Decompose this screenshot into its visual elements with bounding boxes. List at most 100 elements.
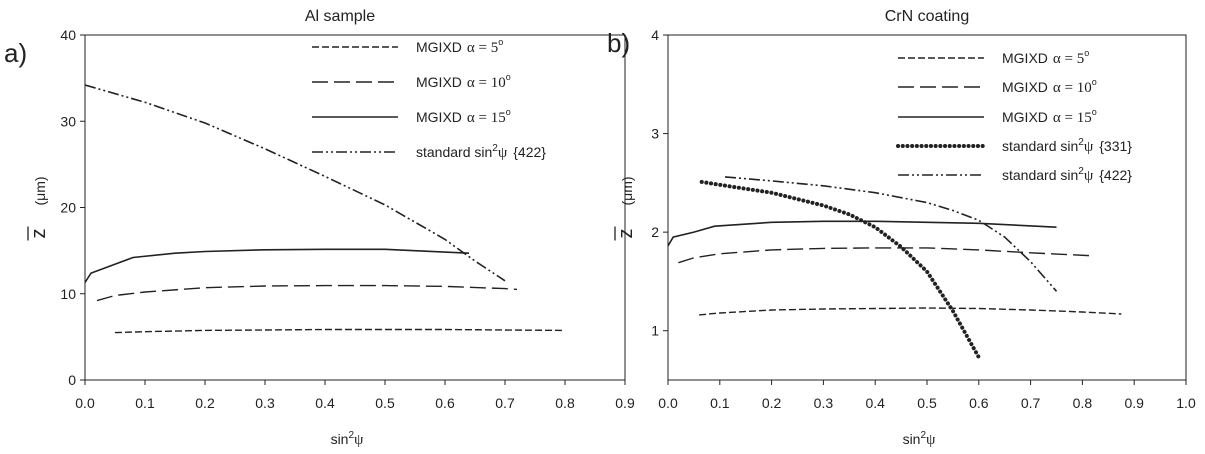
y-tick-label: 2 (651, 224, 659, 240)
x-tick-label: 0.9 (615, 395, 635, 411)
legend-degree: o (506, 107, 511, 117)
series-line (699, 179, 981, 360)
chart-panel-a: Al sample a) 0.0 0.1 0.2 0.3 0.4 0.5 0.6 0.7 0.8 0.… (4, 8, 635, 448)
y-tick-label: 20 (60, 200, 76, 216)
x-tick-label: 0.1 (135, 395, 155, 411)
legend-sup: 2 (1078, 166, 1084, 177)
x-tick-label: 0.8 (1073, 395, 1093, 411)
legend-sup: 2 (1078, 137, 1084, 148)
x-tick-label: 0.0 (658, 395, 678, 411)
series-line (84, 84, 506, 282)
series-line (96, 284, 518, 302)
y-tick-label: 3 (651, 126, 659, 142)
legend-name: MGIXD (1002, 109, 1048, 125)
legend-label: MGIXD α = 10o (416, 72, 511, 91)
x-tick-label: 1.0 (1176, 395, 1196, 411)
x-tick-label: 0.4 (315, 395, 335, 411)
legend-hkl: {422} (1099, 167, 1132, 183)
legend-alpha: α = 5 (1053, 51, 1084, 67)
legend-name: standard sin (416, 144, 492, 160)
chart-panel-b: CrN coating b) 0.0 0.1 0.2 0.3 0.4 0.5 0.6 0.7 0.8… (607, 8, 1196, 448)
legend-label: standard sin2ψ {422} (1002, 166, 1132, 184)
x-axis-label: sin2ψ (903, 430, 936, 448)
legend-degree: o (1084, 48, 1089, 58)
legend-greek: ψ (1084, 139, 1094, 155)
legend-alpha: α = 5 (467, 40, 498, 56)
legend-degree: o (506, 72, 511, 82)
legend-degree: o (498, 37, 503, 47)
x-tick-label: 0.7 (495, 395, 515, 411)
legend-degree: o (1092, 77, 1097, 87)
legend-label: MGIXD α = 5o (416, 37, 503, 56)
y-tick-label: 10 (60, 286, 76, 302)
y-axis-label: z (μm) (614, 176, 637, 241)
legend-hkl: {331} (1099, 138, 1132, 154)
legend-label: standard sin2ψ {331} (1002, 137, 1132, 155)
legend-label: standard sin2ψ {422} (416, 143, 546, 161)
legend-greek: ψ (498, 145, 508, 161)
series-line (114, 328, 563, 334)
x-tick-label: 0.0 (75, 395, 95, 411)
y-axis-unit: (μm) (619, 176, 635, 205)
legend-name: MGIXD (1002, 50, 1048, 66)
legend-label: MGIXD α = 15o (416, 107, 511, 126)
legend-degree: o (1092, 107, 1097, 117)
legend-alpha: α = 10 (1053, 80, 1092, 96)
y-tick-label: 1 (651, 323, 659, 339)
legend-label: MGIXD α = 15o (1002, 107, 1097, 126)
legend-hkl: {422} (513, 144, 546, 160)
x-tick-label: 0.4 (865, 395, 885, 411)
series-line (699, 307, 1122, 316)
x-tick-label: 0.3 (814, 395, 834, 411)
legend-sup: 2 (492, 143, 498, 154)
y-tick-label: 30 (60, 113, 76, 129)
legend-greek: ψ (1084, 168, 1094, 184)
legend-name: MGIXD (1002, 79, 1048, 95)
legend-name: MGIXD (416, 39, 462, 55)
x-axis-label: sin2ψ (331, 430, 364, 448)
legend-name: MGIXD (416, 74, 462, 90)
panel-label: a) (4, 38, 27, 68)
x-tick-label: 0.6 (435, 395, 455, 411)
legend-alpha: α = 10 (467, 75, 506, 91)
legend-name: standard sin (1002, 167, 1078, 183)
x-tick-label: 0.2 (762, 395, 782, 411)
y-axis-unit: (μm) (32, 176, 48, 205)
panel-label: b) (607, 28, 630, 58)
y-axis-label: z (μm) (27, 176, 50, 241)
series-line (667, 220, 1057, 247)
x-tick-label: 0.7 (1021, 395, 1041, 411)
legend-name: standard sin (1002, 138, 1078, 154)
x-tick-label: 0.8 (555, 395, 575, 411)
y-tick-label: 0 (68, 372, 76, 388)
x-axis-label-sup: 2 (920, 430, 926, 441)
legend-alpha: α = 15 (1053, 110, 1092, 126)
x-axis-label-greek: ψ (926, 432, 936, 448)
series-line (678, 247, 1093, 264)
x-axis-label-text: sin (331, 431, 349, 447)
series-line (724, 176, 1058, 292)
x-tick-label: 0.5 (917, 395, 937, 411)
legend-label: MGIXD α = 5o (1002, 48, 1089, 67)
x-tick-label: 0.3 (255, 395, 275, 411)
x-axis-label-text: sin (903, 431, 921, 447)
x-tick-label: 0.5 (375, 395, 395, 411)
x-axis-label-greek: ψ (354, 432, 364, 448)
x-tick-label: 0.6 (969, 395, 989, 411)
y-tick-label: 40 (60, 27, 76, 43)
x-tick-label: 0.9 (1124, 395, 1144, 411)
legend-label: MGIXD α = 10o (1002, 77, 1097, 96)
series-line (84, 248, 470, 283)
plot-frame (84, 34, 626, 381)
chart-title: CrN coating (885, 8, 969, 25)
x-tick-label: 0.2 (195, 395, 215, 411)
x-tick-label: 0.1 (710, 395, 730, 411)
legend-alpha: α = 15 (467, 110, 506, 126)
chart-title: Al sample (305, 8, 375, 25)
y-axis-variable: z (615, 229, 637, 239)
legend-name: MGIXD (416, 109, 462, 125)
y-tick-label: 4 (651, 27, 659, 43)
x-axis-label-sup: 2 (348, 430, 354, 441)
y-axis-variable: z (28, 229, 50, 239)
